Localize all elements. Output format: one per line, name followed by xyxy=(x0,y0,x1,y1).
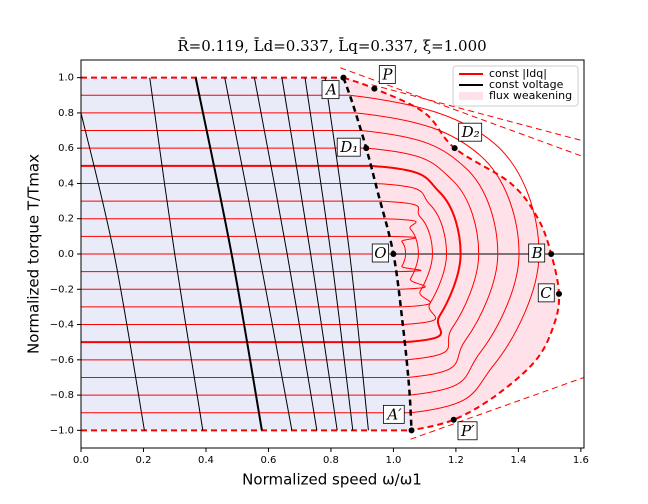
point-label-box xyxy=(537,283,555,303)
point xyxy=(408,427,415,434)
legend-label: const |Idq| xyxy=(489,67,547,80)
point-label-box xyxy=(378,65,396,84)
x-tick-label: 0.0 xyxy=(73,455,89,466)
y-tick-label: 0.4 xyxy=(58,178,74,189)
point xyxy=(371,85,378,92)
y-tick-label: 1.0 xyxy=(58,73,74,84)
y-tick-label: −0.6 xyxy=(50,355,74,366)
point xyxy=(340,74,347,81)
point-label: B xyxy=(531,244,543,262)
point xyxy=(450,416,457,423)
voltage-line xyxy=(342,77,413,431)
point xyxy=(390,251,397,257)
x-tick-label: 0.8 xyxy=(323,455,339,466)
point-label: D₂ xyxy=(461,123,480,141)
current-line xyxy=(81,130,499,378)
voltage-line xyxy=(253,77,318,431)
x-tick-label: 1.0 xyxy=(385,455,401,466)
voltage-line xyxy=(224,77,293,431)
y-tick-label: 0.6 xyxy=(58,143,74,154)
point-label-box xyxy=(457,421,478,441)
current-line xyxy=(81,218,426,290)
x-axis-label: Normalized speed ω/ω1 xyxy=(242,471,422,489)
point-label-box xyxy=(528,243,546,263)
y-tick-label: 0.8 xyxy=(58,108,74,119)
y-tick-label: 0.0 xyxy=(58,249,74,260)
point-label: A′ xyxy=(385,405,402,423)
y-tick-label: −0.2 xyxy=(50,284,74,295)
overlay: 0.0 0.2 0.4 0.6 0.8 1.0 1.2 1.4 1.6 −1.0 −0.8 −0.6 −… xyxy=(50,59,589,466)
voltage-line xyxy=(304,77,354,431)
point-label: P xyxy=(381,66,393,84)
point-label-box xyxy=(458,122,483,142)
legend-label: const voltage xyxy=(489,78,564,91)
current-line xyxy=(81,112,520,396)
point xyxy=(548,251,555,257)
x-tick-label: 1.2 xyxy=(448,455,464,466)
current-line xyxy=(81,147,480,361)
x-tick-label: 0.6 xyxy=(261,455,277,466)
current-line xyxy=(410,376,584,440)
point-label: A xyxy=(324,81,337,99)
voltage-line xyxy=(81,112,145,431)
y-tick-label: −1.0 xyxy=(50,425,74,436)
y-axis-label: Normalized torque T/Tmax xyxy=(25,154,43,354)
point xyxy=(363,145,370,152)
voltage-line xyxy=(281,77,338,431)
y-tick-label: 0.2 xyxy=(58,214,74,225)
point xyxy=(451,145,458,152)
x-tick-label: 0.4 xyxy=(198,455,214,466)
legend-box xyxy=(452,65,579,107)
x-tick-label: 1.4 xyxy=(510,455,526,466)
voltage-line xyxy=(149,77,204,431)
x-tick-label: 1.6 xyxy=(573,455,589,466)
voltage-line xyxy=(324,77,369,431)
point-label: D₁ xyxy=(339,138,358,156)
current-line xyxy=(340,67,584,158)
x-tick-label: 0.2 xyxy=(136,455,152,466)
current-line xyxy=(81,235,422,273)
point-label-box xyxy=(336,137,361,157)
y-tick-label: −0.8 xyxy=(50,390,74,401)
chart-title: R̄=0.119, L̄d=0.337, L̄q=0.337, ξ=1.000 xyxy=(177,37,486,55)
point-label: P′ xyxy=(460,422,475,440)
point-label: C xyxy=(540,284,552,302)
legend-label: flux weakening xyxy=(489,89,572,102)
current-line xyxy=(81,200,433,308)
legend-swatch xyxy=(459,92,483,100)
y-tick-label: −0.4 xyxy=(50,320,74,331)
plot-area xyxy=(81,67,584,440)
current-line xyxy=(81,182,448,326)
point-label: O xyxy=(374,244,386,262)
voltage-line xyxy=(194,77,263,431)
current-line xyxy=(371,84,584,142)
point-label-box xyxy=(383,404,405,424)
current-line xyxy=(81,164,462,344)
point xyxy=(556,290,563,297)
point-label-box xyxy=(321,80,340,100)
point-label-box xyxy=(371,243,389,263)
